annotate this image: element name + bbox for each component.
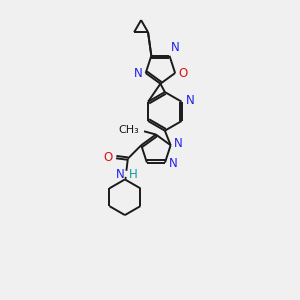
- Text: N: N: [185, 94, 194, 107]
- Text: N: N: [116, 168, 125, 181]
- Text: O: O: [179, 67, 188, 80]
- Text: O: O: [103, 151, 112, 164]
- Text: H: H: [128, 168, 137, 181]
- Text: N: N: [171, 41, 179, 54]
- Text: CH₃: CH₃: [119, 125, 140, 135]
- Text: N: N: [134, 67, 142, 80]
- Text: N: N: [169, 158, 177, 170]
- Text: N: N: [174, 137, 183, 150]
